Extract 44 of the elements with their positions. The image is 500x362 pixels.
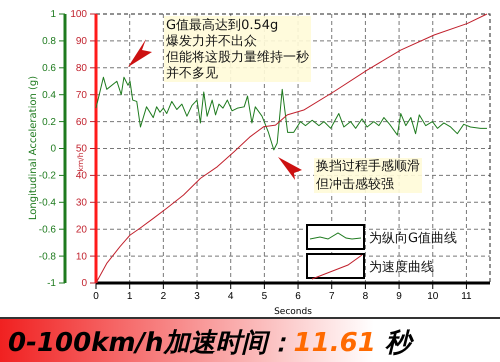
annotation: 并不多见 [166, 66, 218, 81]
y2-tick-label: 0 [81, 278, 88, 290]
x-tick-label: 6 [295, 291, 302, 302]
y2-tick-label: 90 [76, 36, 88, 48]
x-tick-label: 4 [228, 291, 234, 302]
y-tick-label: 1 [50, 9, 56, 20]
y-tick-label: 0.2 [42, 116, 56, 128]
y2-tick-label: 10 [76, 251, 88, 262]
y-tick-label: -0.8 [38, 251, 56, 262]
y2-tick-label: 20 [76, 224, 88, 236]
annotation: 但冲击感较强 [316, 177, 394, 192]
y-tick-label: 0 [50, 144, 56, 155]
y-tick-label: -1 [47, 278, 56, 290]
y-tick-label: 0.6 [42, 63, 56, 74]
x-axis-title: Seconds [274, 307, 312, 317]
legend-label: 为纵向G值曲线 [369, 231, 458, 246]
y2-tick-label: 80 [76, 63, 88, 74]
legend-label: 为速度曲线 [369, 259, 434, 275]
annotation: 爆发力并不出众 [166, 34, 257, 49]
y-tick-label: -0.4 [38, 198, 56, 208]
x-tick-label: 11 [461, 291, 472, 302]
x-tick-label: 3 [194, 291, 200, 302]
x-tick-label: 2 [160, 291, 167, 302]
y-axis-title: Longitudinal Acceleration (g) [28, 76, 39, 220]
y2-tick-label: 30 [76, 198, 88, 208]
y2-tick-label: 40 [76, 170, 88, 182]
x-tick-label: 8 [362, 291, 369, 302]
y-tick-label: -0.2 [38, 170, 56, 182]
x-tick-label: 0 [93, 291, 100, 302]
annotation: 但能将这股力量维持一秒 [166, 50, 309, 65]
x-tick-label: 7 [328, 291, 335, 302]
y-tick-label: 0.4 [42, 90, 56, 101]
x-tick-label: 10 [427, 291, 439, 302]
text: 0-100km/h加速时间：11.61 秒 [8, 328, 415, 358]
y-tick-label: -0.6 [38, 224, 56, 236]
y2-tick-label: 70 [76, 90, 88, 101]
annotation: G值最高达到0.54g [166, 17, 278, 33]
annotation: 换挡过程手感顺滑 [316, 159, 420, 174]
y-tick-label: 0.8 [42, 36, 56, 48]
x-tick-label: 5 [262, 291, 268, 302]
y2-tick-label: 60 [76, 116, 88, 128]
x-tick-label: 1 [126, 291, 133, 302]
y2-tick-label: 100 [70, 9, 88, 20]
x-tick-label: 9 [396, 291, 402, 302]
